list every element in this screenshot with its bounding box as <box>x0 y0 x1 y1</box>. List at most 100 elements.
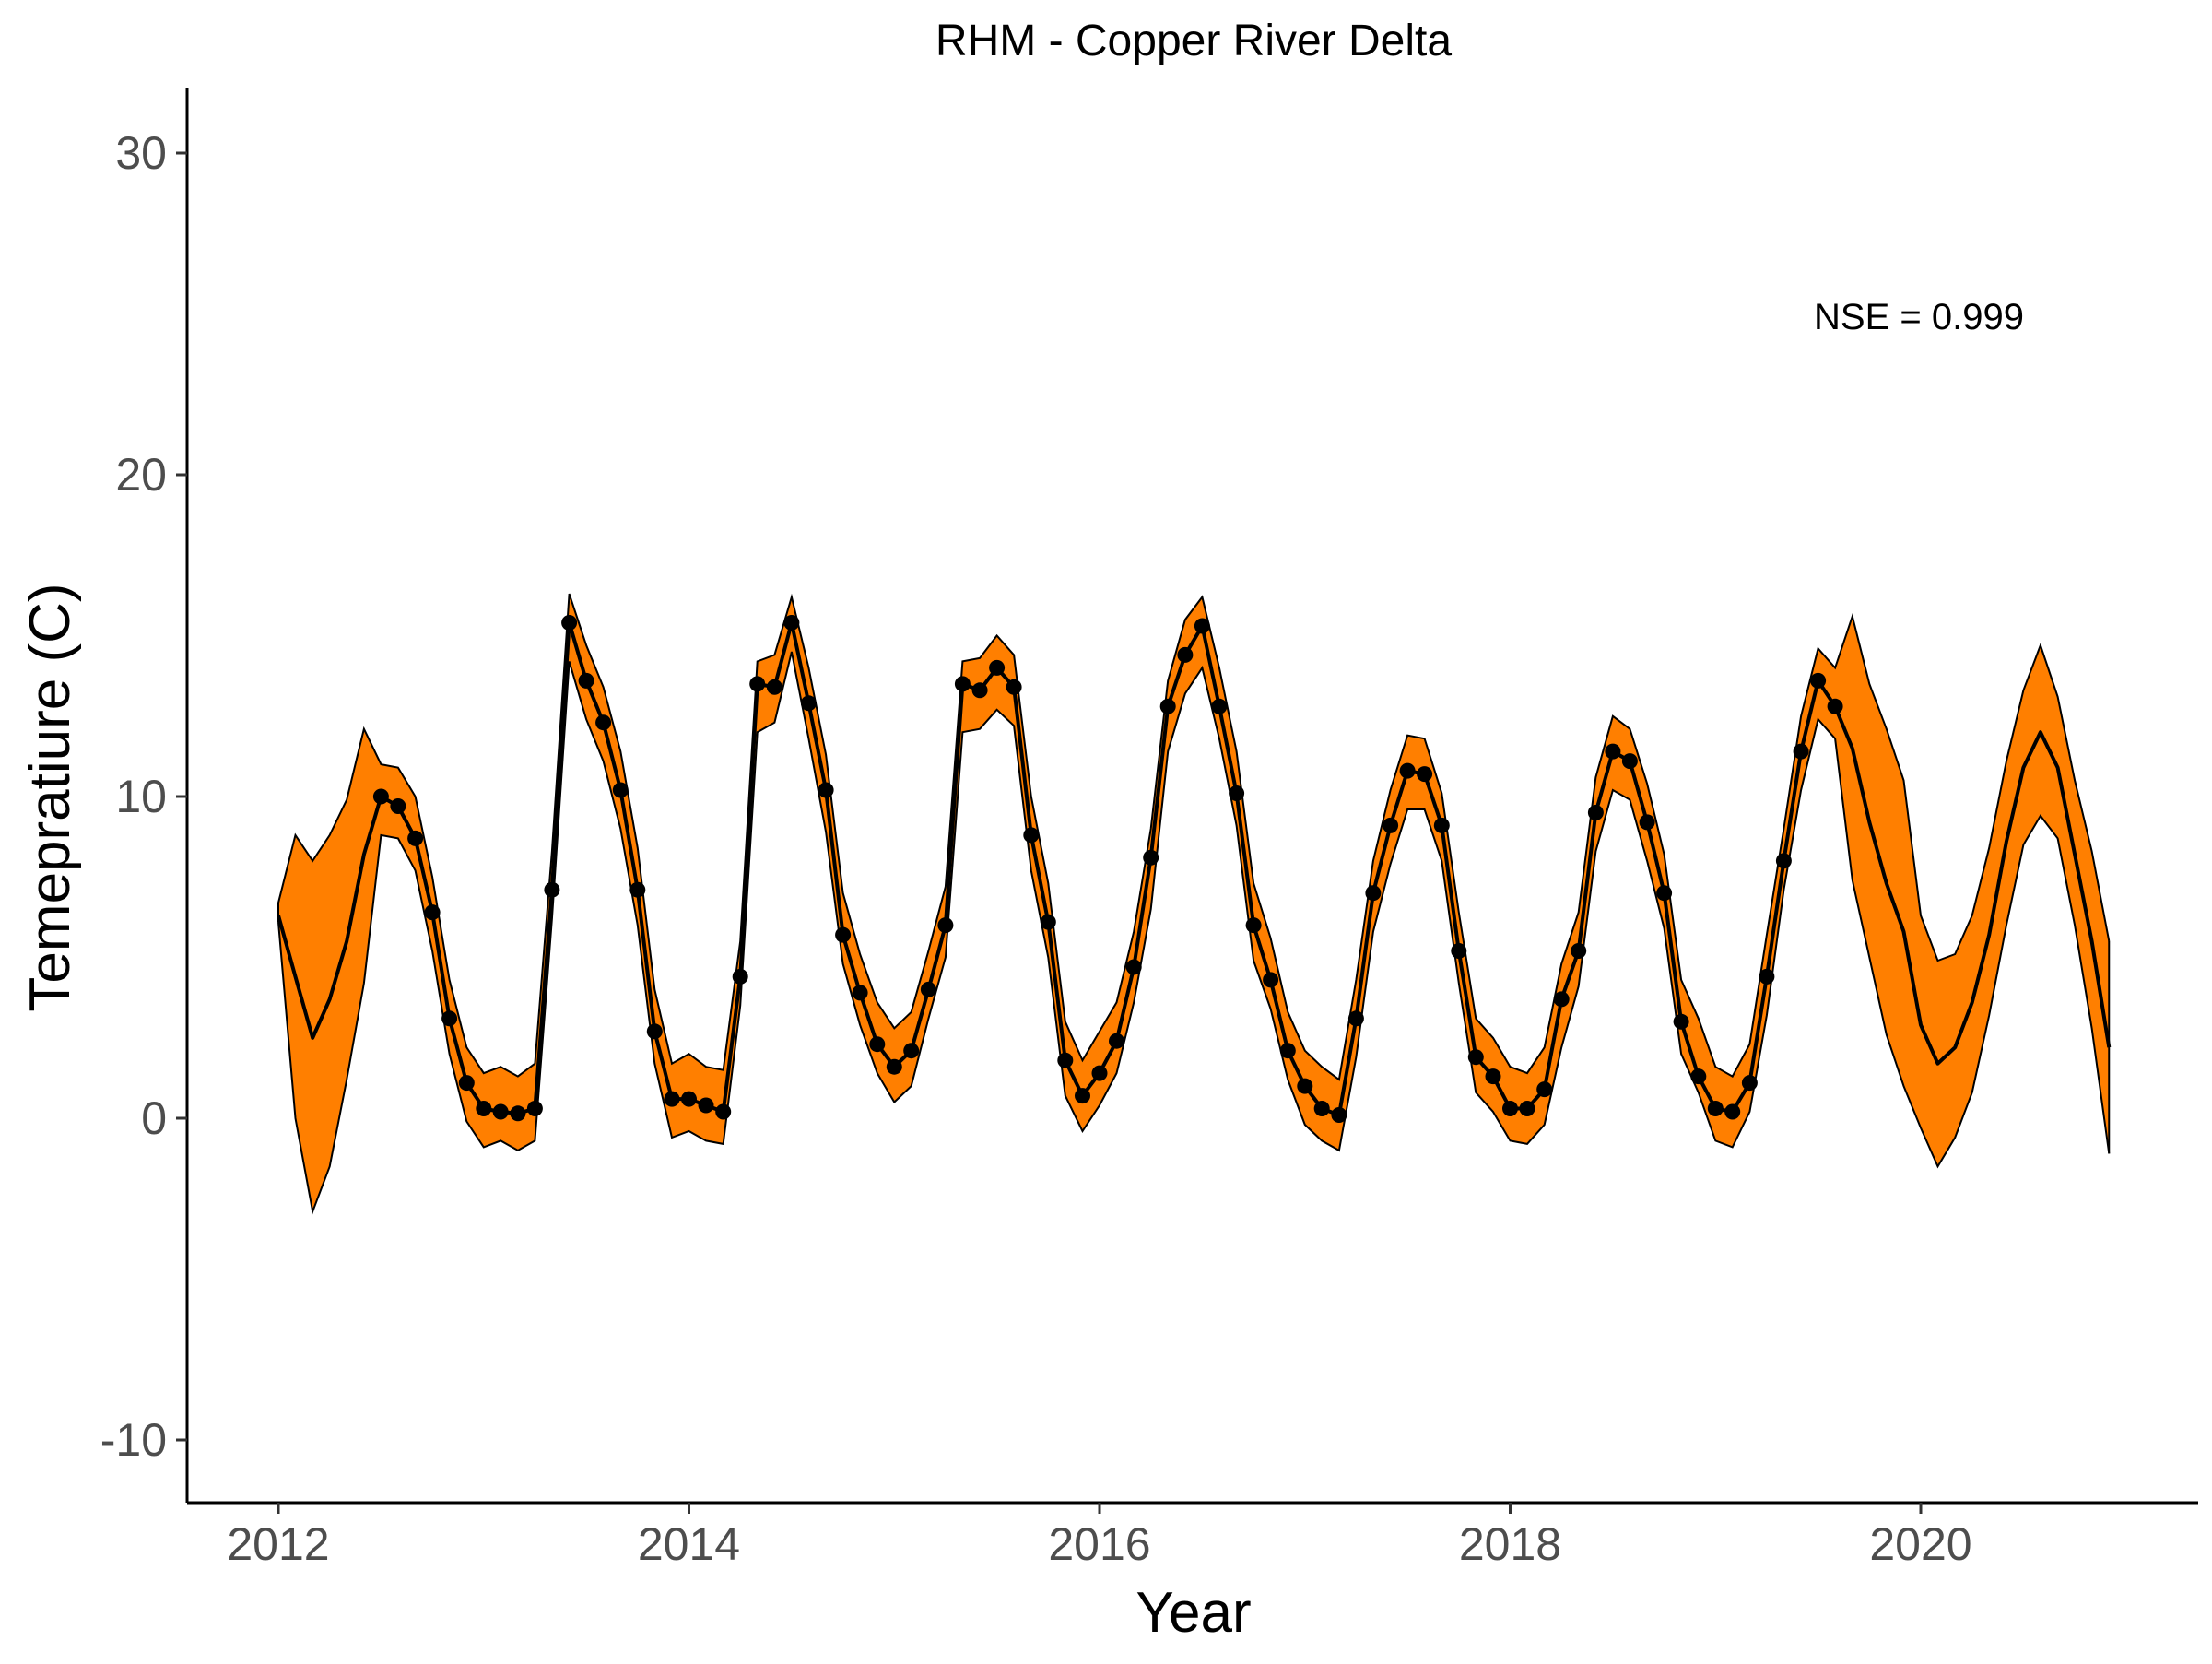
observed-point <box>1673 1013 1689 1030</box>
observed-point <box>476 1101 492 1116</box>
observed-point <box>1194 618 1210 634</box>
observed-point <box>681 1091 697 1107</box>
y-axis-title: Temepratiure (C) <box>18 583 82 1011</box>
observed-point <box>749 676 766 692</box>
observed-point <box>372 788 389 805</box>
predicted-line <box>276 620 2112 1117</box>
observed-point <box>1040 914 1056 930</box>
observed-point <box>1519 1101 1535 1116</box>
observed-point <box>1417 766 1433 783</box>
observed-point <box>390 798 406 814</box>
y-tick-label: 20 <box>115 449 167 501</box>
observed-point <box>698 1097 714 1114</box>
observed-point <box>1741 1075 1758 1092</box>
x-tick-label: 2018 <box>1459 1518 1561 1570</box>
observed-point <box>1023 827 1040 844</box>
x-tick-label: 2020 <box>1869 1518 1971 1570</box>
x-tick-label: 2012 <box>227 1518 329 1570</box>
observed-point <box>1365 885 1382 902</box>
observed-point <box>852 985 868 1001</box>
observed-point <box>1467 1049 1484 1066</box>
observed-point <box>835 926 852 943</box>
observed-point <box>1382 817 1399 833</box>
observed-point <box>510 1105 526 1122</box>
observed-point <box>1690 1068 1707 1085</box>
observed-point <box>612 782 629 798</box>
plot-area: -10 0 10 20 30 2012 2014 2016 2018 2020 <box>100 88 2198 1570</box>
observed-point <box>1775 853 1792 869</box>
observed-point <box>732 968 748 985</box>
x-axis-title: Year <box>1135 1581 1251 1645</box>
observed-point <box>1006 679 1022 695</box>
observed-point <box>1724 1103 1741 1120</box>
observed-point <box>424 904 441 921</box>
observed-point <box>1091 1065 1108 1081</box>
x-tick-label: 2016 <box>1048 1518 1150 1570</box>
observed-point <box>1587 805 1604 820</box>
observed-point <box>971 682 988 699</box>
observed-point <box>937 917 954 934</box>
observed-point <box>1279 1043 1296 1059</box>
observed-point <box>920 981 936 997</box>
observed-point <box>1109 1033 1124 1049</box>
observed-point <box>715 1103 732 1120</box>
observed-point <box>1399 762 1416 779</box>
observed-point <box>818 782 834 798</box>
observed-point <box>1810 672 1827 689</box>
observed-point <box>1827 698 1843 714</box>
observed-point <box>954 676 971 692</box>
observed-point <box>1485 1068 1501 1085</box>
observed-point <box>1605 743 1621 760</box>
observed-point <box>1229 785 1245 801</box>
observed-point <box>1451 943 1467 959</box>
observed-point <box>1793 743 1809 760</box>
observed-point <box>544 881 560 898</box>
observed-point <box>1536 1081 1553 1098</box>
observed-point <box>869 1036 886 1053</box>
observed-point <box>1159 698 1176 714</box>
x-tick-label: 2014 <box>638 1518 740 1570</box>
observed-point <box>1331 1107 1347 1123</box>
band-upper-edge <box>277 593 2111 1081</box>
observed-point <box>1621 753 1638 770</box>
observed-point <box>1057 1052 1074 1068</box>
observed-point <box>783 615 800 631</box>
observed-point <box>578 672 594 689</box>
nse-annotation: NSE = 0.999 <box>1814 297 2024 337</box>
observed-point <box>989 659 1006 676</box>
observed-point <box>646 1023 663 1040</box>
observed-point <box>1263 972 1279 988</box>
observed-point <box>595 714 612 731</box>
observed-point <box>903 1043 920 1059</box>
observed-point <box>526 1101 543 1116</box>
observed-point <box>800 695 817 712</box>
observed-point <box>1707 1101 1724 1116</box>
observed-point <box>1211 698 1228 714</box>
observed-point <box>1143 849 1159 866</box>
observed-point <box>561 615 578 631</box>
observed-point <box>492 1103 509 1120</box>
observed-point <box>664 1091 680 1107</box>
observed-point <box>629 881 646 898</box>
observed-point <box>1553 991 1570 1008</box>
observed-point <box>1347 1010 1364 1027</box>
observed-point <box>766 679 782 695</box>
observed-point <box>1125 959 1142 975</box>
observed-point <box>886 1058 902 1075</box>
observed-point <box>1571 943 1587 959</box>
observed-point <box>1313 1101 1330 1116</box>
observed-point <box>1656 885 1673 902</box>
band-lower-edge <box>277 651 2111 1215</box>
observed-point <box>1502 1101 1518 1116</box>
observed-point <box>1759 968 1775 985</box>
observed-point <box>1433 817 1450 833</box>
observed-point <box>458 1075 475 1092</box>
observed-point <box>1245 917 1262 934</box>
observed-point <box>1075 1088 1090 1104</box>
observed-point <box>1639 814 1655 831</box>
observed-point <box>407 830 424 846</box>
y-tick-label: 0 <box>141 1092 167 1144</box>
observed-point <box>1177 646 1194 663</box>
